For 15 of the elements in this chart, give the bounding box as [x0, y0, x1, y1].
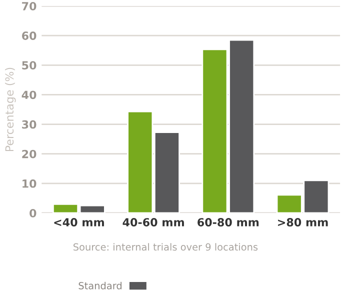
y-tick-label: 20 [22, 150, 36, 158]
y-tick-label: 40 [22, 90, 36, 100]
legend-label: Standard [78, 282, 122, 290]
y-axis-title: Percentage (%) [5, 68, 16, 152]
x-tick-label: 40-60 mm [122, 218, 184, 226]
y-tick-label: 60 [22, 32, 36, 40]
y-tick-label: 50 [22, 61, 36, 70]
y-tick-label: 10 [22, 179, 36, 188]
x-tick-label: >80 mm [278, 218, 328, 226]
x-tick-label: 60-80 mm [198, 218, 259, 226]
y-tick-label: 30 [22, 120, 36, 129]
x-tick-label: <40 mm [54, 218, 104, 226]
source-note: Source: internal trials over 9 locations [74, 243, 258, 251]
y-tick-label: 0 [30, 208, 36, 218]
y-tick-label: 70 [22, 2, 36, 10]
